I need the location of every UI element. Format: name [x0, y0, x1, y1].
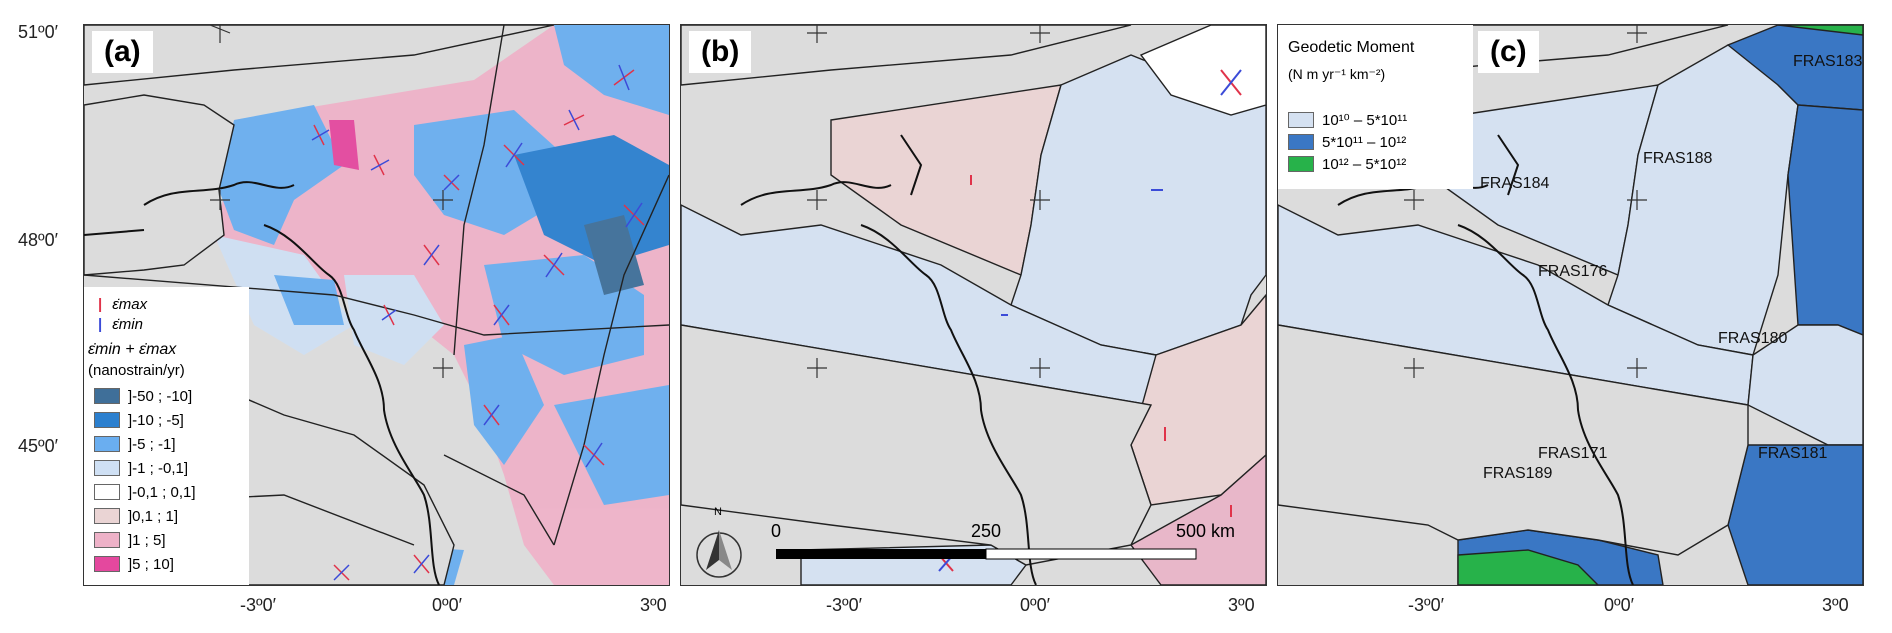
- legend-a-class-label: ]1 ; 5]: [128, 531, 166, 549]
- legend-a-swatch: [94, 508, 120, 524]
- legend-a-swatch: [94, 556, 120, 572]
- zone-label-fras184: FRAS184: [1480, 175, 1550, 192]
- lon-label-b-3: 3º0: [1228, 595, 1255, 615]
- lon-label-a-3: 3º0: [640, 595, 667, 615]
- legend-c-class-label: 10¹² – 5*10¹²: [1322, 155, 1407, 173]
- lon-label-c-minus3: -3º0′: [1408, 595, 1444, 615]
- panel-a-tag: (a): [92, 31, 153, 73]
- lon-label-c-3: 3º0: [1822, 595, 1849, 615]
- legend-title: ε̇min + ε̇max: [88, 341, 177, 358]
- legend-c-swatch: [1288, 112, 1314, 128]
- panel-a-strain-map: (a) | ε̇max | ε̇min ε̇min + ε̇max (nanos…: [83, 24, 670, 586]
- legend-c-swatch: [1288, 156, 1314, 172]
- legend-c-class-label: 10¹⁰ – 5*10¹¹: [1322, 112, 1408, 129]
- north-arrow-icon: [696, 530, 742, 578]
- strain-crosses: [311, 64, 645, 581]
- graticule-marks-b: [807, 25, 1050, 378]
- legend-a-class-row: ]1 ; 5]: [94, 531, 166, 549]
- legend-emin-row: | ε̇min: [98, 315, 143, 333]
- legend-emax-row: | ε̇max: [98, 295, 147, 313]
- legend-a-class-label: ]-50 ; -10]: [128, 387, 193, 405]
- panel-c-legend: Geodetic Moment (N m yr⁻¹ km⁻²) 10¹⁰ – 5…: [1278, 25, 1473, 189]
- legend-a-class-label: ]0,1 ; 1]: [128, 507, 179, 525]
- grey-land-b: [681, 25, 1153, 566]
- legend-a-class-label: ]-10 ; -5]: [128, 411, 184, 429]
- legend-a-class-row: ]-1 ; -0,1]: [94, 459, 188, 477]
- legend-a-swatch: [94, 460, 120, 476]
- panel-a-legend: | ε̇max | ε̇min ε̇min + ε̇max (nanostrai…: [84, 287, 249, 585]
- lon-label-c-0: 0º0′: [1604, 595, 1634, 615]
- emin-symbol: |: [98, 315, 103, 333]
- legend-a-class-label: ]-0,1 ; 0,1]: [128, 483, 196, 501]
- zone-label-fras189: FRAS189: [1483, 465, 1553, 482]
- emax-label: ε̇max: [112, 295, 148, 313]
- legend-c-class-row: 10¹² – 5*10¹²: [1288, 155, 1406, 173]
- legend-c-class-row: 5*10¹¹ – 10¹²: [1288, 133, 1406, 151]
- legend-a-swatch: [94, 388, 120, 404]
- zone-label-fras183: FRAS183: [1793, 53, 1863, 70]
- lat-label-51: 51º0′: [18, 22, 58, 42]
- legend-a-class-label: ]-1 ; -0,1]: [128, 459, 189, 477]
- legend-a-class-row: ]-0,1 ; 0,1]: [94, 483, 196, 501]
- legend-a-class-row: ]-10 ; -5]: [94, 411, 184, 429]
- zone-label-fras176: FRAS176: [1538, 263, 1608, 280]
- panel-b-tag: (b): [689, 31, 752, 73]
- panel-b-zone-strain-map: (b) 0 250 500 km N: [680, 24, 1267, 586]
- legend-a-swatch: [94, 436, 120, 452]
- legend-c-class-row: 10¹⁰ – 5*10¹¹: [1288, 111, 1407, 129]
- legend-a-class-row: ]-5 ; -1]: [94, 435, 176, 453]
- legend-a-class-label: ]-5 ; -1]: [128, 435, 176, 453]
- lon-label-b-minus3: -3º0′: [826, 595, 862, 615]
- panel-c-geodetic-moment-map: Geodetic Moment (N m yr⁻¹ km⁻²) 10¹⁰ – 5…: [1277, 24, 1864, 586]
- scale-label-end: 500 km: [1176, 521, 1236, 541]
- legend-c-swatch: [1288, 134, 1314, 150]
- legend-a-class-row: ]0,1 ; 1]: [94, 507, 178, 525]
- scale-bar: [776, 548, 1197, 560]
- zone-label-fras171: FRAS171: [1538, 445, 1608, 462]
- lon-label-b-0: 0º0′: [1020, 595, 1050, 615]
- zone-label-fras180: FRAS180: [1718, 330, 1788, 347]
- emin-label: ε̇min: [112, 315, 143, 333]
- scale-label-mid: 250: [971, 521, 1002, 541]
- coastlines-b: [740, 134, 1037, 585]
- legend-c-title: Geodetic Moment: [1288, 39, 1415, 56]
- moment-zones: [1278, 25, 1863, 585]
- panel-b-map-svg: [681, 25, 1266, 585]
- legend-c-units: (N m yr⁻¹ km⁻²): [1288, 65, 1386, 82]
- scale-label-start: 0: [771, 521, 782, 541]
- legend-a-class-label: ]5 ; 10]: [128, 555, 174, 573]
- coastlines: [84, 181, 440, 585]
- lat-label-48: 48º0′: [18, 230, 58, 250]
- graticule-marks-c: [1404, 25, 1647, 378]
- zone-polygons: [681, 25, 1266, 585]
- panel-c-tag: (c): [1478, 31, 1539, 73]
- legend-a-swatch: [94, 484, 120, 500]
- north-label: N: [714, 506, 722, 518]
- panel-a-map-svg: [84, 25, 669, 585]
- lat-label-45: 45º0′: [18, 436, 58, 456]
- emax-symbol: |: [98, 295, 103, 313]
- zone-label-fras188: FRAS188: [1643, 150, 1713, 167]
- lon-label-a-minus3: -3º0′: [240, 595, 276, 615]
- legend-a-swatch: [94, 532, 120, 548]
- lon-label-a-0: 0º0′: [432, 595, 462, 615]
- legend-c-class-label: 5*10¹¹ – 10¹²: [1322, 133, 1407, 151]
- legend-a-class-row: ]-50 ; -10]: [94, 387, 192, 405]
- legend-units: (nanostrain/yr): [88, 361, 185, 379]
- legend-a-class-row: ]5 ; 10]: [94, 555, 174, 573]
- zone-label-fras181: FRAS181: [1758, 445, 1828, 462]
- legend-a-swatch: [94, 412, 120, 428]
